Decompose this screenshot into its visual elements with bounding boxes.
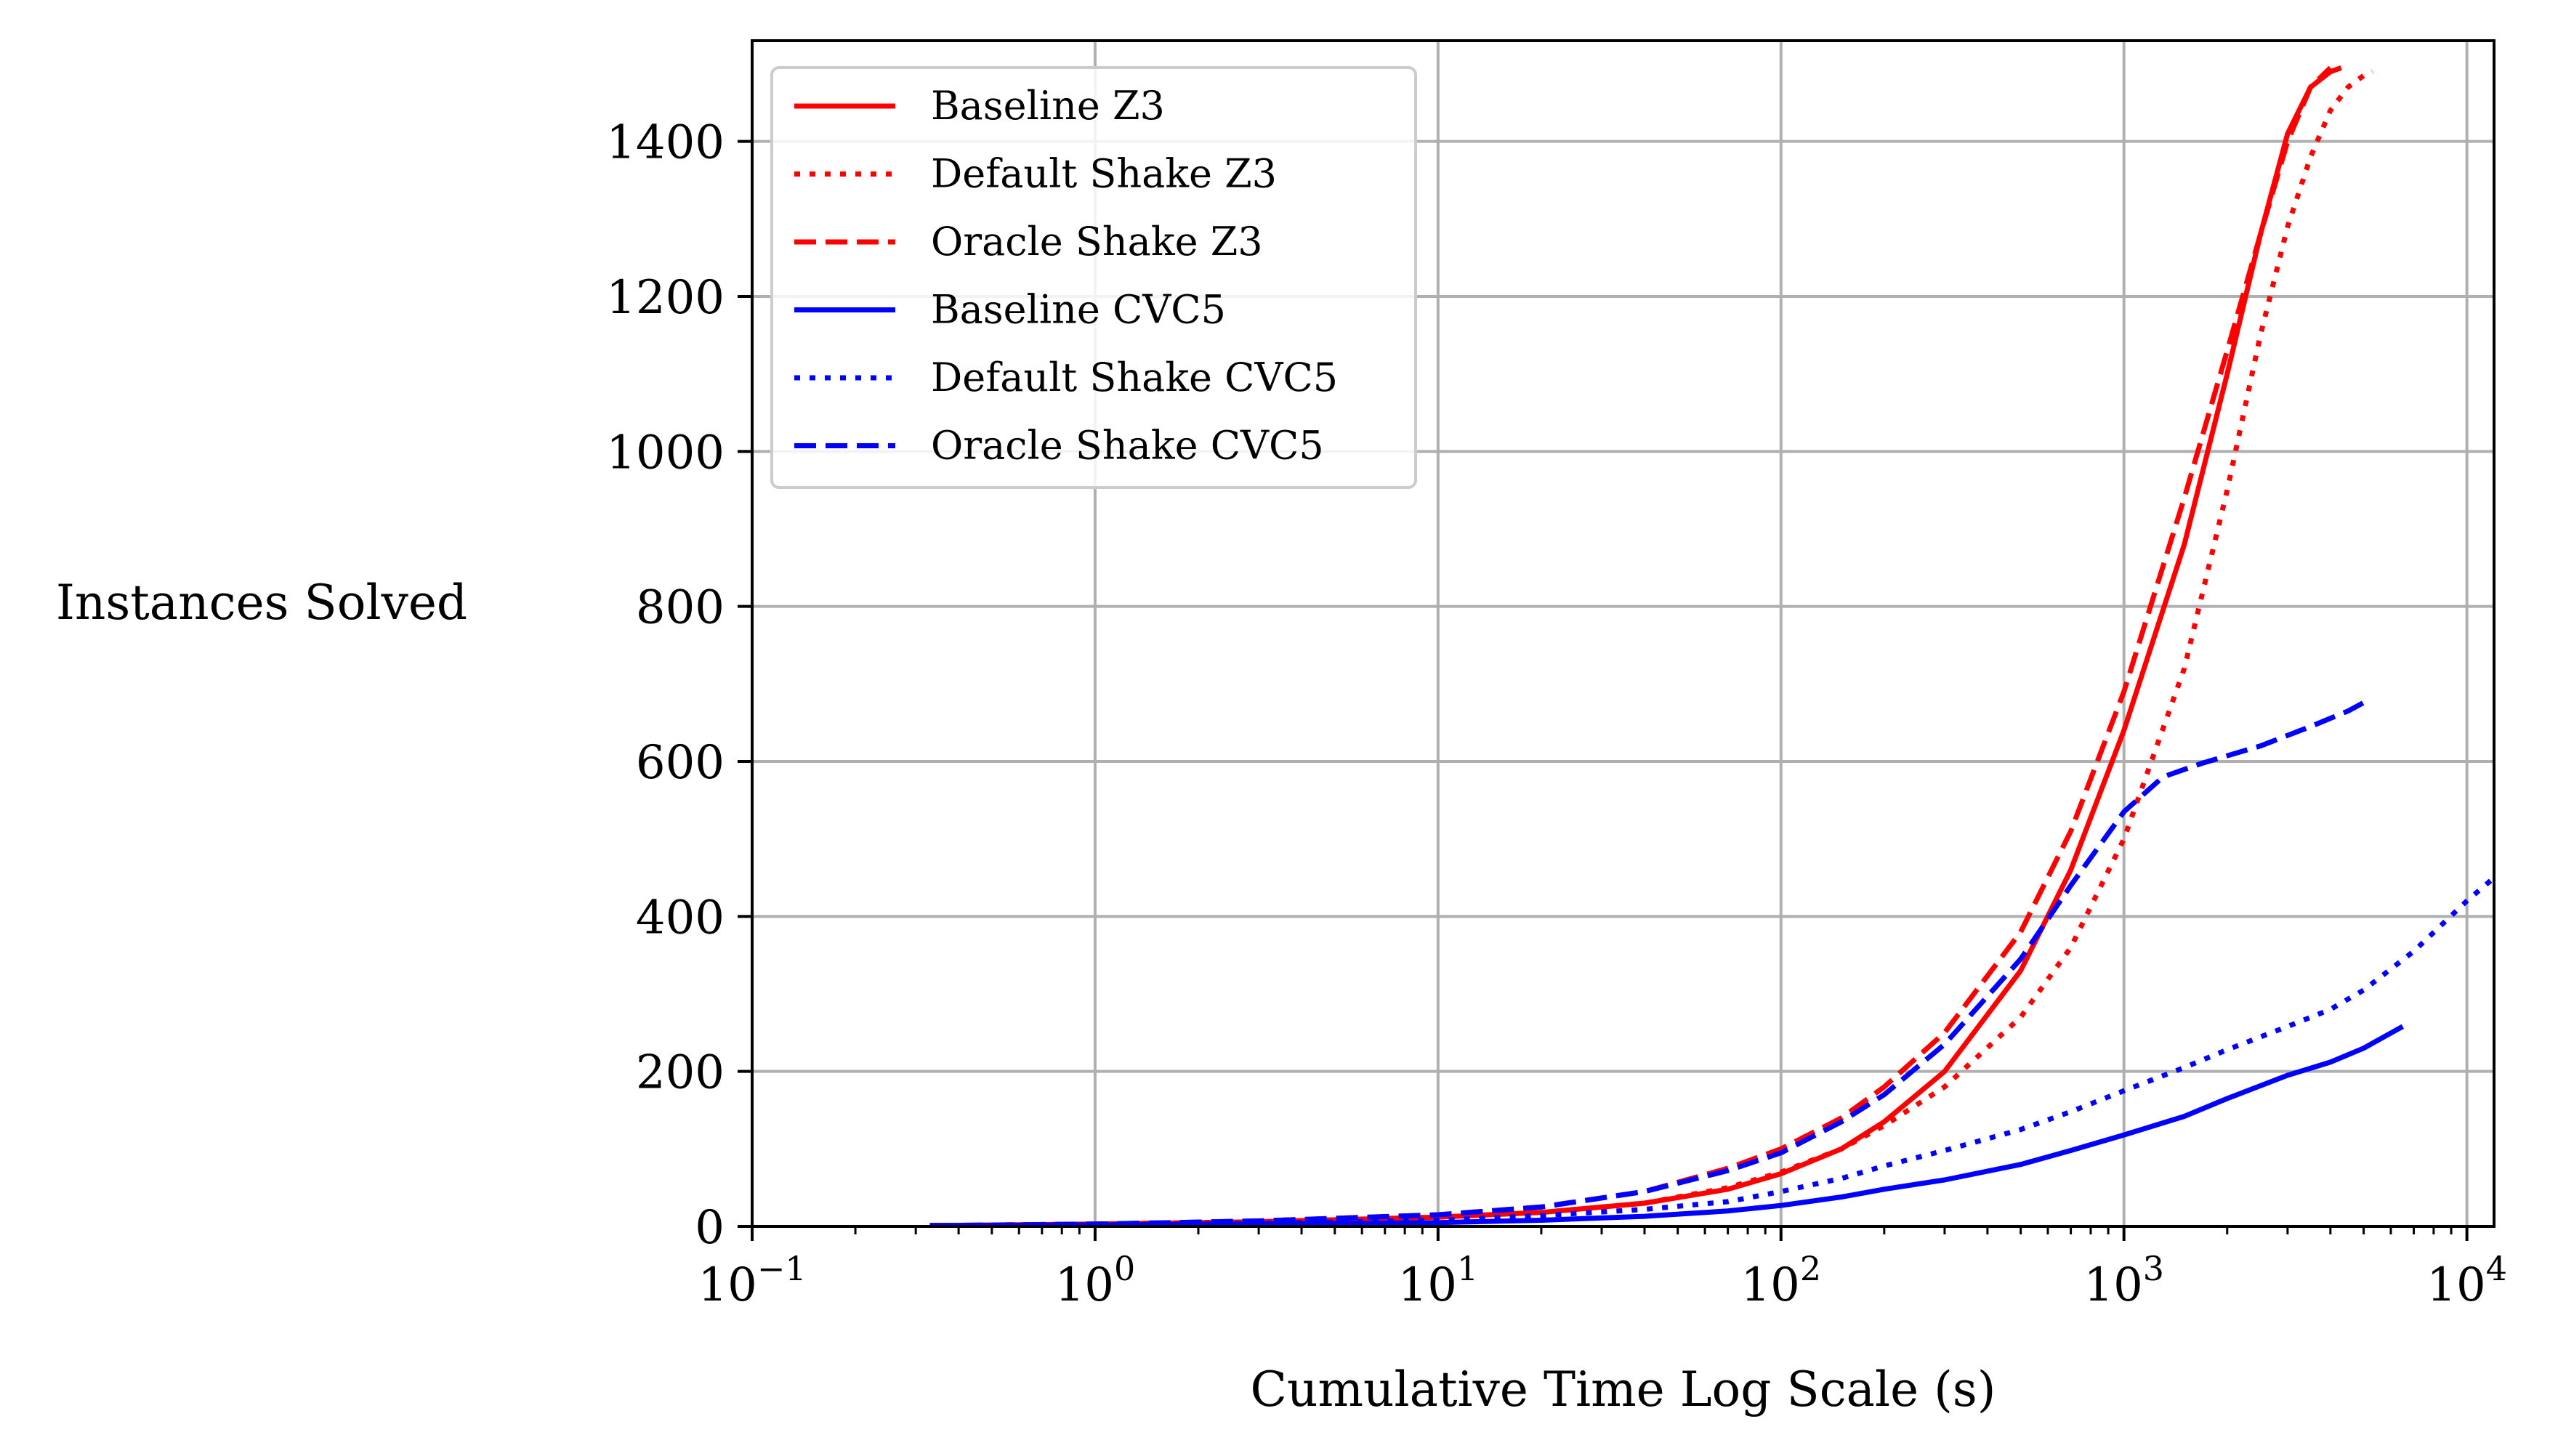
x-tick-label-base: 10 [1397,1258,1456,1312]
y-tick-label: 600 [636,736,725,790]
y-axis-label: Instances Solved [56,575,467,631]
x-tick-label-exponent: −1 [757,1249,807,1288]
x-tick-label: 103 [2083,1249,2164,1312]
x-tick-label-exponent: 3 [2143,1249,2164,1288]
y-tick-label: 800 [636,581,725,635]
x-tick-label: 10−1 [698,1249,806,1312]
legend-box [770,66,1417,489]
x-tick-label: 100 [1055,1249,1136,1312]
ticks: 10−1 100 101 102 103 104020040060080010001200… [606,116,2507,1312]
y-tick-label: 1000 [606,426,725,480]
series-line-baseline-cvc5 [929,1024,2405,1226]
x-tick-label: 102 [1740,1249,1821,1312]
x-tick-label: 104 [2426,1249,2507,1312]
x-tick-label-base: 10 [1055,1258,1114,1312]
series-line-oracle-shake-z3 [929,65,2333,1226]
legend-label-default-shake-cvc5: Default Shake CVC5 [931,355,1338,400]
x-tick-label-exponent: 2 [1800,1249,1821,1288]
x-tick-label-base: 10 [2083,1258,2142,1312]
series-layer [929,65,2494,1226]
legend-label-default-shake-z3: Default Shake Z3 [931,151,1277,197]
legend-label-oracle-shake-cvc5: Oracle Shake CVC5 [931,423,1324,469]
x-tick-label-base: 10 [698,1258,756,1312]
x-tick-label-base: 10 [2426,1258,2485,1312]
x-tick-label-base: 10 [1740,1258,1799,1312]
legend-label-oracle-shake-z3: Oracle Shake Z3 [931,219,1263,264]
plot-frame [751,39,2495,1228]
legend-label-baseline-cvc5: Baseline CVC5 [931,287,1226,333]
y-tick-label: 0 [695,1201,725,1255]
y-tick-label: 1200 [606,271,725,325]
y-tick-label: 1400 [606,116,725,170]
grid [752,41,2494,1226]
x-tick-label-exponent: 0 [1114,1249,1135,1288]
x-tick-label-exponent: 4 [2486,1249,2507,1288]
legend: Baseline Z3 Default Shake Z3 Oracle Shake … [770,66,1417,489]
legend-label-baseline-z3: Baseline Z3 [931,83,1165,129]
series-line-default-shake-cvc5 [929,875,2494,1226]
series-line-oracle-shake-cvc5 [929,697,2371,1226]
x-tick-label-exponent: 1 [1457,1249,1478,1288]
y-tick-label: 200 [636,1046,725,1100]
y-tick-label: 400 [636,891,725,945]
series-line-baseline-z3 [929,65,2342,1226]
x-axis-label: Cumulative Time Log Scale (s) [1250,1362,1996,1417]
x-tick-label: 101 [1397,1249,1478,1312]
